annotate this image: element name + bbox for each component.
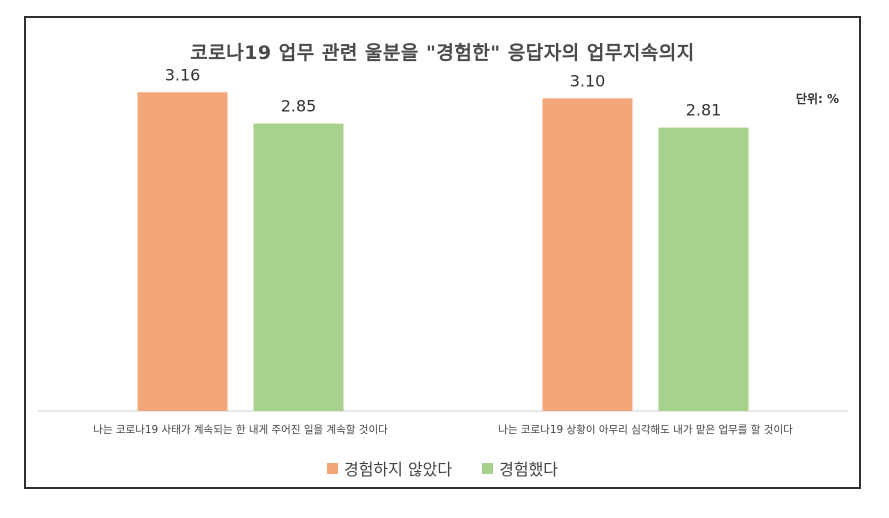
category-label-1: 나는 코로나19 사태가 계속되는 한 내게 주어진 일을 계속할 것이다 [93,423,388,436]
chart-frame: 코로나19 업무 관련 울분을 "경험한" 응답자의 업무지속의지 단위: % … [24,16,861,489]
legend-label-experienced: 경험했다 [499,460,559,479]
legend-swatch-not-experienced [326,462,338,474]
bar-experienced-1 [253,123,344,412]
legend-item-experienced: 경험했다 [482,456,558,480]
data-label-experienced-2: 2.81 [686,101,722,120]
category-label-2: 나는 코로나19 상황이 아무리 심각해도 내가 맡은 업무를 할 것이다 [498,423,793,436]
bar-not-experienced-1 [137,92,228,411]
data-label-not-experienced-1: 3.16 [165,65,201,84]
data-label-not-experienced-2: 3.10 [570,71,606,90]
legend-item-not-experienced: 경험하지 않았다 [326,456,453,480]
legend-swatch-experienced [482,462,494,474]
bar-experienced-2 [658,127,749,411]
plot-area: 3.16 2.85 나는 코로나19 사태가 계속되는 한 내게 주어진 일을 계속… [38,65,848,436]
unit-label: 단위: % [795,92,839,106]
bar-not-experienced-2 [542,98,633,411]
legend-label-not-experienced: 경험하지 않았다 [343,460,453,479]
legend: 경험하지 않았다 경험했다 [26,456,859,480]
data-label-experienced-1: 2.85 [281,97,317,116]
chart-title: 코로나19 업무 관련 울분을 "경험한" 응답자의 업무지속의지 [190,42,695,64]
